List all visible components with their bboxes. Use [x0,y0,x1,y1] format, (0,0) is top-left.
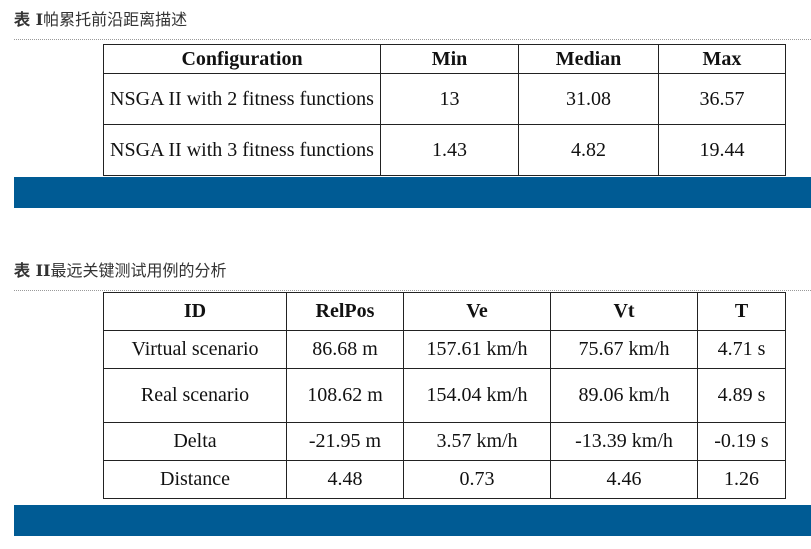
cell-min: 1.43 [380,124,519,176]
cell-id: Real scenario [103,368,287,423]
cell-relpos: 4.48 [286,460,404,499]
table-row: NSGA II with 2 fitness functions 13 31.0… [103,73,786,125]
cell-max: 19.44 [658,124,786,176]
cell-vt: 89.06 km/h [550,368,698,423]
table1-caption-label: 表 I [14,10,44,29]
cell-median: 31.08 [518,73,659,125]
table-row: NSGA II with 3 fitness functions 1.43 4.… [103,124,786,176]
cell-configuration: NSGA II with 2 fitness functions [103,73,381,125]
header-max: Max [658,44,786,74]
pareto-distance-table: Configuration Min Median Max NSGA II wit… [103,44,786,176]
cell-vt: 75.67 km/h [550,330,698,369]
cell-relpos: -21.95 m [286,422,404,461]
cell-min: 13 [380,73,519,125]
header-configuration: Configuration [103,44,381,74]
cell-id: Virtual scenario [103,330,287,369]
header-relpos: RelPos [286,292,404,331]
table2-caption: 表 II最远关键测试用例的分析 [14,257,227,281]
table-row: Distance 4.48 0.73 4.46 1.26 [103,460,786,499]
critical-test-case-table: ID RelPos Ve Vt T Virtual scenario 86.68… [103,292,786,499]
table-row: Virtual scenario 86.68 m 157.61 km/h 75.… [103,330,786,369]
table-header-row: Configuration Min Median Max [103,44,786,74]
table2-accent-bar [14,505,811,536]
table1-caption: 表 I帕累托前沿距离描述 [14,6,187,30]
header-median: Median [518,44,659,74]
header-vt: Vt [550,292,698,331]
table-row: Real scenario 108.62 m 154.04 km/h 89.06… [103,368,786,423]
cell-ve: 157.61 km/h [403,330,551,369]
header-t: T [697,292,786,331]
cell-ve: 3.57 km/h [403,422,551,461]
cell-t: 4.71 s [697,330,786,369]
cell-ve: 0.73 [403,460,551,499]
cell-t: 1.26 [697,460,786,499]
table1-accent-bar [14,177,811,208]
cell-ve: 154.04 km/h [403,368,551,423]
table1-caption-text: 帕累托前沿距离描述 [43,10,188,29]
cell-id: Distance [103,460,287,499]
header-min: Min [380,44,519,74]
cell-median: 4.82 [518,124,659,176]
table-row: Delta -21.95 m 3.57 km/h -13.39 km/h -0.… [103,422,786,461]
cell-id: Delta [103,422,287,461]
cell-configuration: NSGA II with 3 fitness functions [103,124,381,176]
cell-max: 36.57 [658,73,786,125]
cell-t: -0.19 s [697,422,786,461]
cell-vt: -13.39 km/h [550,422,698,461]
table2-caption-label: 表 II [14,261,51,280]
cell-relpos: 86.68 m [286,330,404,369]
cell-relpos: 108.62 m [286,368,404,423]
table-header-row: ID RelPos Ve Vt T [103,292,786,331]
header-ve: Ve [403,292,551,331]
table2-caption-text: 最远关键测试用例的分析 [50,261,227,280]
cell-vt: 4.46 [550,460,698,499]
header-id: ID [103,292,287,331]
cell-t: 4.89 s [697,368,786,423]
